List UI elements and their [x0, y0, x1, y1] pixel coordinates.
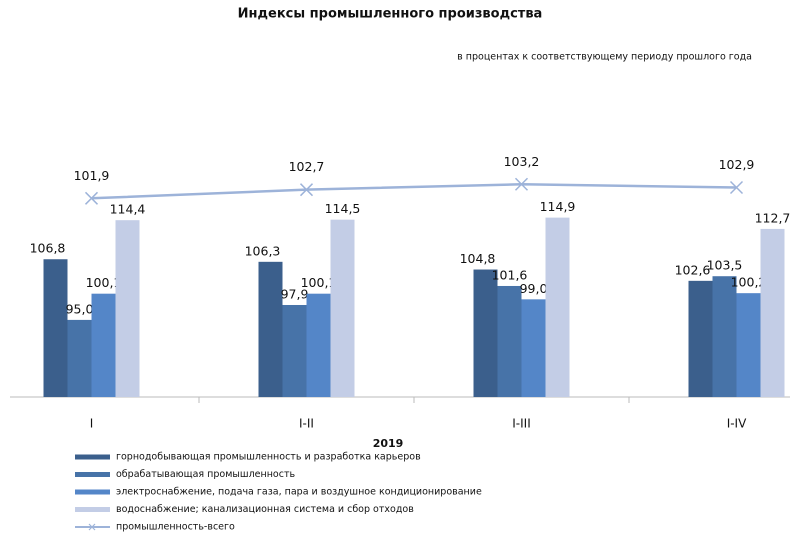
chart-subtitle: в процентах к соответствующему периоду п… — [457, 52, 752, 63]
bar — [282, 304, 307, 397]
bar — [760, 228, 785, 397]
x-tick-label: I-IV — [727, 417, 747, 431]
data-label: 102,9 — [719, 157, 755, 172]
data-label: 106,8 — [30, 241, 66, 256]
line-marker — [514, 177, 529, 191]
data-label: 100,1 — [86, 275, 122, 290]
data-label: 101,9 — [74, 168, 110, 183]
data-label: 104,8 — [460, 251, 496, 266]
data-label: 114,4 — [110, 202, 146, 217]
data-label: 103,2 — [504, 154, 540, 169]
x-tick-label: I — [90, 417, 94, 431]
legend-label: промышленность-всего — [116, 522, 235, 533]
data-label: 102,6 — [675, 262, 711, 277]
line-series — [91, 183, 737, 200]
bar — [91, 293, 116, 397]
data-label: 114,9 — [540, 199, 576, 214]
bar — [473, 269, 498, 397]
bar — [736, 293, 761, 397]
bar — [688, 280, 713, 397]
line-marker — [729, 180, 744, 195]
x-tick-label: I-III — [512, 417, 531, 431]
bar — [712, 276, 737, 397]
bar — [115, 220, 140, 397]
legend-label: электроснабжение, подача газа, пара и во… — [116, 487, 482, 498]
legend-label: водоснабжение; канализационная система и… — [116, 504, 414, 515]
bar — [497, 285, 522, 397]
data-label: 106,3 — [245, 243, 281, 258]
legend-swatch — [75, 472, 110, 477]
bar — [258, 261, 283, 397]
data-label: 100,2 — [731, 275, 767, 290]
bar — [43, 259, 68, 397]
line-marker — [299, 183, 314, 197]
legend-label: обрабатывающая промышленность — [116, 469, 295, 480]
legend-swatch — [75, 507, 110, 512]
legend-marker — [88, 523, 96, 531]
chart-title: Индексы промышленного производства — [238, 7, 543, 22]
data-label: 103,5 — [707, 258, 743, 273]
x-tick-label: I-II — [299, 417, 314, 431]
legend-swatch — [75, 489, 110, 495]
data-label: 97,9 — [281, 286, 309, 301]
x-axis-label: 2019 — [373, 437, 404, 450]
data-label: 99,0 — [520, 281, 548, 296]
line-marker — [84, 191, 99, 205]
data-label: 102,7 — [289, 159, 325, 174]
data-label: 112,7 — [755, 210, 791, 225]
bar — [521, 299, 546, 397]
data-label: 95,0 — [66, 301, 94, 316]
data-label: 101,6 — [492, 267, 528, 282]
data-label: 114,5 — [325, 201, 361, 216]
legend-swatch — [75, 454, 110, 460]
legend-label: горнодобывающая промышленность и разрабо… — [116, 452, 421, 463]
bar — [330, 219, 355, 397]
data-label: 100,1 — [301, 275, 337, 290]
bar — [545, 217, 570, 397]
bar — [67, 319, 92, 397]
bar — [306, 293, 331, 397]
